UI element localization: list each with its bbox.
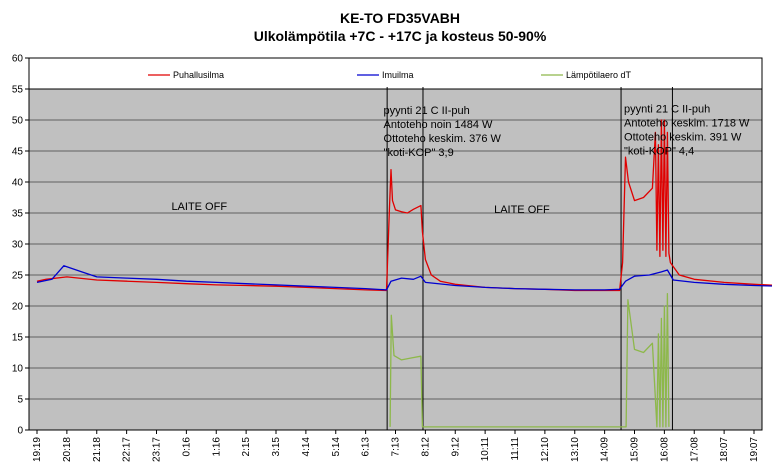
y-tick-label: 0 [17,426,23,437]
x-tick-label: 15:09 [630,437,641,462]
x-tick-label: 19:19 [32,437,43,462]
annotation-text: LAITE OFF [171,201,227,213]
annotation-text: "koti-KOP" 3,9 [384,147,454,159]
x-tick-label: 10:11 [480,437,491,462]
y-tick-label: 55 [12,85,24,96]
x-tick-label: 4:14 [301,437,312,457]
x-tick-label: 7:13 [391,437,402,457]
x-tick-label: 23:17 [152,437,163,462]
x-tick-label: 2:15 [241,437,252,457]
x-tick-label: 3:15 [271,437,282,457]
x-tick-label: 19:07 [749,437,760,462]
plot-area: 0 5 10 15 20 25 30 35 40 45 50 55 60 19:19 20:18 21:18 2… [12,54,772,462]
annotation-text: "koti-KOP" 4,4 [624,146,694,158]
plot-background [29,89,762,430]
y-tick-label: 20 [12,302,24,313]
y-tick-label: 15 [12,333,24,344]
y-tick-label: 10 [12,364,24,375]
y-tick-label: 35 [12,209,24,220]
y-tick-label: 5 [17,395,23,406]
x-tick-label: 22:17 [122,437,133,462]
x-tick-label: 21:18 [92,437,103,462]
x-tick-label: 1:16 [211,437,222,457]
x-tick-label: 8:12 [420,437,431,457]
annotation-text: LAITE OFF [494,204,550,216]
x-tick-label: 13:10 [570,437,581,462]
legend-band [29,58,762,89]
annotation-text: pyynti 21 C II-puh [624,104,710,116]
x-tick-label: 20:18 [62,437,73,462]
series-line [36,265,772,291]
x-tick-label: 11:11 [510,437,521,461]
y-tick-label: 60 [12,54,24,65]
y-tick-label: 25 [12,271,24,282]
annotation-text: Ottoteho keskim. 391 W [624,132,742,144]
x-tick-label: 16:08 [659,437,670,462]
x-tick-label: 5:14 [331,437,342,457]
x-tick-label: 18:07 [719,437,730,462]
annotation-text: Antoteho keskim. 1718 W [624,118,750,130]
x-tick-label: 14:09 [600,437,611,462]
y-tick-label: 40 [12,178,24,189]
annotation-text: Ottoteho keskim. 376 W [384,133,502,145]
legend-label: Lämpötilaero dT [566,70,632,80]
chart-subtitle: Ulkolämpötila +7C - +17C ja kosteus 50-9… [254,28,547,44]
x-tick-label: 12:10 [540,437,551,462]
legend-label: Imuilma [382,70,414,80]
y-tick-label: 30 [12,240,24,251]
series-line [389,292,670,428]
y-tick-label: 50 [12,116,24,127]
y-tick-label: 45 [12,147,24,158]
chart-title: KE-TO FD35VABH [340,10,460,26]
legend-label: Puhallusilma [173,70,224,80]
x-tick-label: 9:12 [450,437,461,457]
x-tick-label: 6:13 [361,437,372,457]
annotation-text: Antoteho noin 1484 W [384,119,493,131]
annotation-text: pyynti 21 C II-puh [384,105,470,117]
x-tick-label: 17:08 [689,437,700,462]
x-tick-label: 0:16 [181,437,192,457]
